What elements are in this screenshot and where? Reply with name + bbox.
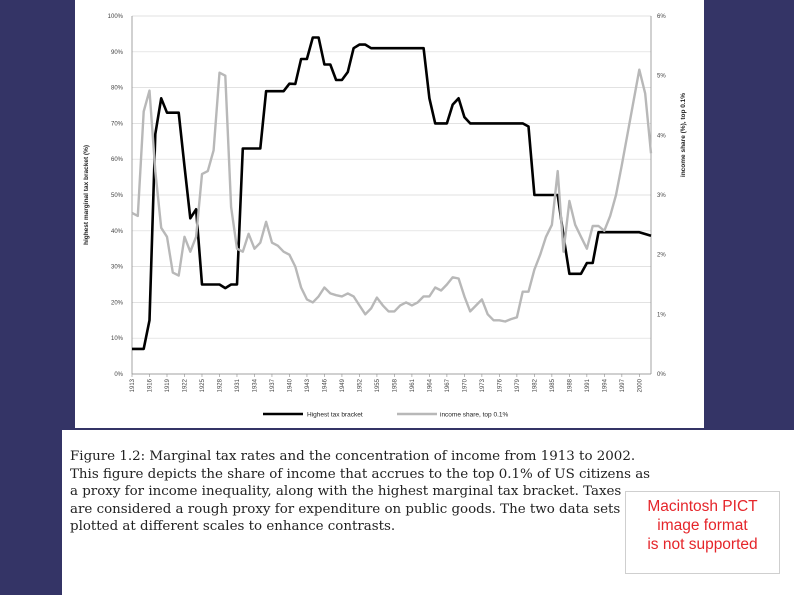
figure-caption: Figure 1.2: Marginal tax rates and the c… bbox=[70, 448, 730, 536]
caption-line: plotted at different scales to enhance c… bbox=[70, 519, 396, 535]
x-tick-label: 1916 bbox=[147, 378, 153, 392]
legend-label-tax: Highest tax bracket bbox=[307, 412, 363, 419]
y-tick-label: 40% bbox=[111, 229, 124, 235]
x-tick-label: 1961 bbox=[410, 378, 416, 392]
y2-tick-label: 5% bbox=[657, 74, 666, 80]
x-tick-label: 1970 bbox=[462, 378, 468, 392]
x-tick-label: 1937 bbox=[270, 378, 276, 392]
x-tick-label: 1925 bbox=[200, 378, 206, 392]
y2-tick-label: 3% bbox=[657, 193, 666, 199]
y2-tick-label: 4% bbox=[657, 133, 666, 139]
chart: 0% 10% 20% 30% 40% 50% 60% 70% 80% 90% 100% 0% 1% 2% 3… bbox=[83, 14, 687, 419]
y-tick-label: 80% bbox=[111, 86, 124, 92]
y-tick-label: 70% bbox=[111, 121, 124, 127]
chart-panel: 0% 10% 20% 30% 40% 50% 60% 70% 80% 90% 100% 0% 1% 2% 3… bbox=[75, 0, 704, 428]
x-tick-label: 1985 bbox=[550, 378, 556, 392]
x-tick-label: 1928 bbox=[217, 378, 223, 392]
y-tick-label: 30% bbox=[111, 265, 124, 271]
caption-line: Figure 1.2: Marginal tax rates and the c… bbox=[70, 449, 636, 464]
series bbox=[131, 36, 653, 351]
x-tick-label: 1919 bbox=[165, 378, 171, 392]
y2-tick-label: 6% bbox=[657, 14, 666, 20]
y-tick-label: 20% bbox=[111, 300, 124, 306]
x-tick-label: 1994 bbox=[602, 378, 608, 392]
y2-tick-label: 2% bbox=[657, 253, 666, 259]
y2-axis-title: income share (%), top 0.1% bbox=[680, 93, 687, 177]
x-tick-label: 1922 bbox=[182, 378, 188, 392]
x-tick-label: 1949 bbox=[340, 378, 346, 392]
axes: 0% 10% 20% 30% 40% 50% 60% 70% 80% 90% 100% 0% 1% 2% 3… bbox=[83, 14, 687, 392]
caption-line: This figure depicts the share of income … bbox=[70, 466, 651, 482]
caption-line: are considered a rough proxy for expendi… bbox=[70, 501, 647, 517]
y-axis-title: highest marginal tax bracket (%) bbox=[83, 145, 90, 245]
x-tick-label: 1976 bbox=[497, 378, 503, 392]
grid bbox=[132, 15, 651, 375]
x-tick-label: 1931 bbox=[235, 378, 241, 392]
x-tick-label: 2000 bbox=[637, 378, 643, 392]
y-tick-label: 60% bbox=[111, 157, 124, 163]
x-tick-label: 1913 bbox=[130, 378, 136, 392]
x-tick-label: 1979 bbox=[515, 378, 521, 392]
x-tick-label: 1940 bbox=[287, 378, 293, 392]
legend-label-share: income share, top 0.1% bbox=[440, 412, 509, 419]
x-tick-label: 1967 bbox=[445, 378, 451, 392]
income-share-line bbox=[131, 68, 653, 323]
x-tick-label: 1973 bbox=[480, 378, 486, 392]
y-tick-label: 100% bbox=[108, 14, 124, 20]
y-tick-label: 10% bbox=[111, 336, 124, 342]
x-tick-label: 1943 bbox=[305, 378, 311, 392]
x-tick-label: 1934 bbox=[252, 378, 258, 392]
y-tick-label: 90% bbox=[111, 50, 124, 56]
y-tick-label: 0% bbox=[114, 372, 123, 378]
y2-tick-label: 1% bbox=[657, 312, 666, 318]
caption-line: a proxy for income inequality, along wit… bbox=[70, 484, 622, 500]
x-tick-label: 1997 bbox=[620, 378, 626, 392]
placeholder-line: image format bbox=[657, 517, 748, 534]
x-tick-label: 1952 bbox=[357, 378, 363, 392]
x-tick-label: 1982 bbox=[532, 378, 538, 392]
unsupported-image-placeholder: Macintosh PICT image format is not suppo… bbox=[625, 491, 780, 574]
x-tick-label: 1991 bbox=[585, 378, 591, 392]
y2-tick-label: 0% bbox=[657, 372, 666, 378]
placeholder-line: Macintosh PICT bbox=[647, 498, 758, 515]
x-tick-label: 1958 bbox=[392, 378, 398, 392]
legend: Highest tax bracket income share, top 0.1… bbox=[263, 412, 509, 419]
y-tick-label: 50% bbox=[111, 193, 124, 199]
placeholder-line: is not supported bbox=[647, 536, 758, 553]
x-tick-label: 1946 bbox=[322, 378, 328, 392]
x-tick-label: 1964 bbox=[427, 378, 433, 392]
x-tick-label: 1955 bbox=[375, 378, 381, 392]
x-tick-label: 1988 bbox=[567, 378, 573, 392]
